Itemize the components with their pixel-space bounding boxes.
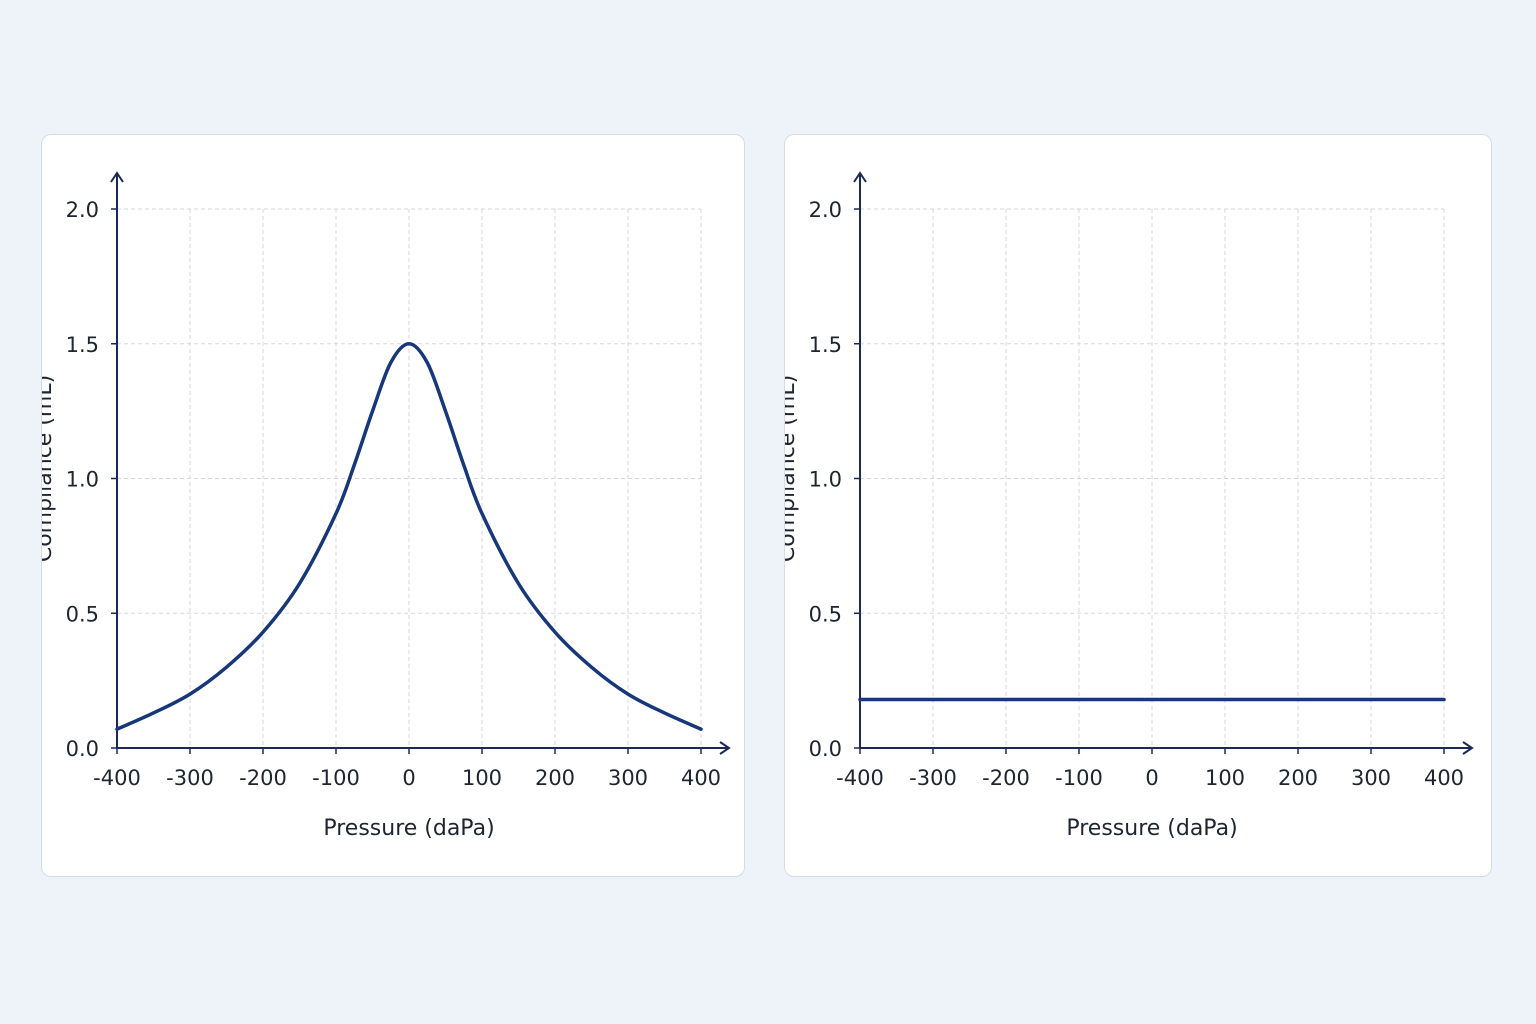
x-tick-label: 100 bbox=[1205, 766, 1245, 790]
y-tick-label: 0.0 bbox=[66, 737, 99, 761]
x-tick-label: 300 bbox=[1351, 766, 1391, 790]
tympanogram-chart-right: -400 -300 -200 -100 0 100 200 300 400 0.0 0.5 1.0 1.… bbox=[785, 171, 1474, 841]
y-axis-title: Compliance (mL) bbox=[785, 375, 800, 562]
y-axis-title: Compliance (mL) bbox=[42, 375, 57, 562]
x-tick-label: 100 bbox=[462, 766, 502, 790]
y-tick-label: 0.0 bbox=[809, 737, 842, 761]
x-tick-label: -400 bbox=[93, 766, 141, 790]
x-tick-label: -400 bbox=[836, 766, 884, 790]
x-tick-label: 0 bbox=[1145, 766, 1158, 790]
y-tick-label: 2.0 bbox=[809, 198, 842, 222]
y-axis-arrow-icon bbox=[110, 171, 124, 183]
x-tick-label: 400 bbox=[1424, 766, 1464, 790]
chart-card-left: -400 -300 -200 -100 0 100 200 300 400 0.0 0.5 1.0 1.… bbox=[41, 134, 745, 877]
y-tick-label: 0.5 bbox=[66, 602, 99, 626]
y-tick-label: 1.0 bbox=[66, 468, 99, 492]
chart-card-right: -400 -300 -200 -100 0 100 200 300 400 0.0 0.5 1.0 1.… bbox=[784, 134, 1492, 877]
x-tick-label: -200 bbox=[239, 766, 287, 790]
x-tick-label: 200 bbox=[535, 766, 575, 790]
x-tick-label: -100 bbox=[312, 766, 360, 790]
x-tick-label: 300 bbox=[608, 766, 648, 790]
y-tick-label: 0.5 bbox=[809, 602, 842, 626]
x-axis-title: Pressure (daPa) bbox=[1066, 816, 1237, 841]
x-tick-label: 400 bbox=[681, 766, 721, 790]
x-tick-label: -100 bbox=[1055, 766, 1103, 790]
tympanogram-chart-left: -400 -300 -200 -100 0 100 200 300 400 0.0 0.5 1.0 1.… bbox=[42, 171, 731, 841]
y-tick-label: 1.5 bbox=[809, 333, 842, 357]
x-axis-title: Pressure (daPa) bbox=[323, 816, 494, 841]
x-axis-arrow-icon bbox=[1462, 741, 1474, 755]
x-axis-arrow-icon bbox=[719, 741, 731, 755]
x-tick-label: -300 bbox=[166, 766, 214, 790]
x-tick-label: -300 bbox=[909, 766, 957, 790]
x-tick-label: -200 bbox=[982, 766, 1030, 790]
y-axis-arrow-icon bbox=[853, 171, 867, 183]
x-tick-label: 200 bbox=[1278, 766, 1318, 790]
y-tick-label: 1.0 bbox=[809, 468, 842, 492]
left-series-line-0 bbox=[115, 342, 703, 731]
y-tick-label: 2.0 bbox=[66, 198, 99, 222]
y-tick-label: 1.5 bbox=[66, 333, 99, 357]
x-tick-label: 0 bbox=[402, 766, 415, 790]
